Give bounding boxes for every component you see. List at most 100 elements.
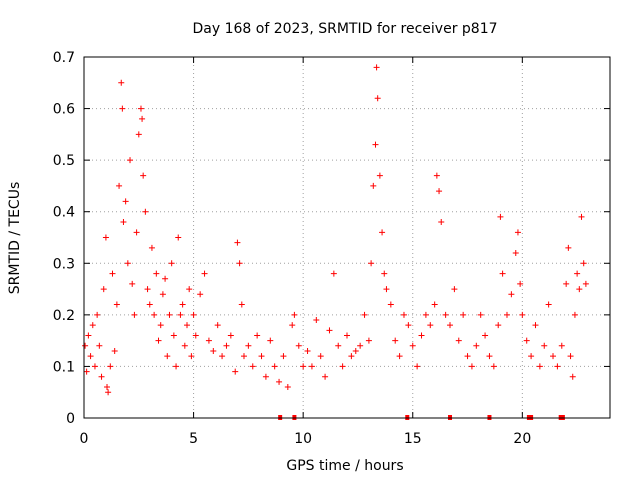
y-tick-label: 0 — [66, 411, 75, 427]
data-point — [554, 363, 561, 370]
data-point — [361, 311, 368, 318]
data-point — [339, 363, 346, 370]
data-point — [181, 342, 188, 349]
data-point — [427, 322, 434, 329]
data-point — [330, 270, 337, 277]
data-point — [313, 317, 320, 324]
data-point — [486, 353, 493, 360]
y-tick-label: 0.4 — [53, 205, 75, 221]
data-point — [120, 219, 127, 226]
data-point — [96, 342, 103, 349]
data-point — [567, 353, 574, 360]
data-point — [352, 347, 359, 354]
data-point — [262, 373, 269, 380]
data-point — [460, 311, 467, 318]
data-point — [219, 353, 226, 360]
data-point — [304, 347, 311, 354]
chart-title: Day 168 of 2023, SRMTID for receiver p81… — [192, 21, 497, 37]
data-point — [536, 363, 543, 370]
data-point — [387, 301, 394, 308]
data-point — [405, 322, 412, 329]
data-point — [565, 244, 572, 251]
data-point — [107, 363, 114, 370]
data-point — [151, 311, 158, 318]
data-point — [146, 301, 153, 308]
data-point — [280, 353, 287, 360]
data-point — [503, 311, 510, 318]
data-point — [365, 337, 372, 344]
data-point — [236, 260, 243, 267]
data-point — [497, 213, 504, 220]
data-point — [210, 347, 217, 354]
data-point — [373, 64, 380, 71]
data-point — [578, 213, 585, 220]
data-point — [254, 332, 261, 339]
data-point — [519, 311, 526, 318]
data-point — [127, 157, 134, 164]
grid — [84, 57, 610, 418]
data-point — [271, 363, 278, 370]
data-point — [514, 229, 521, 236]
data-point — [105, 389, 112, 396]
data-point — [87, 353, 94, 360]
x-tick-label: 10 — [294, 431, 312, 447]
data-point — [414, 363, 421, 370]
data-point — [550, 353, 557, 360]
data-point — [227, 332, 234, 339]
data-point — [94, 311, 101, 318]
data-point — [477, 311, 484, 318]
data-point — [289, 322, 296, 329]
data-point — [276, 378, 283, 385]
data-point — [197, 291, 204, 298]
data-point — [528, 353, 535, 360]
data-point — [558, 342, 565, 349]
data-point — [175, 234, 182, 241]
data-point — [137, 105, 144, 112]
data-point — [258, 353, 265, 360]
data-point — [357, 342, 364, 349]
data-point — [517, 280, 524, 287]
data-point — [118, 79, 125, 86]
data-point — [317, 353, 324, 360]
data-point — [140, 172, 147, 179]
data-point — [580, 260, 587, 267]
y-tick-label: 0.5 — [53, 153, 75, 169]
data-point — [308, 363, 315, 370]
data-point — [436, 188, 443, 195]
data-point — [232, 368, 239, 375]
data-point — [98, 373, 105, 380]
data-point — [153, 270, 160, 277]
data-point — [102, 234, 109, 241]
data-point — [124, 260, 131, 267]
y-axis-label: SRMTID / TECUs — [7, 182, 23, 295]
data-point — [576, 286, 583, 293]
data-point — [83, 368, 90, 375]
data-point — [532, 322, 539, 329]
data-point — [431, 301, 438, 308]
data-point — [379, 229, 386, 236]
data-point — [376, 172, 383, 179]
x-axis-label: GPS time / hours — [286, 458, 403, 474]
data-point — [240, 353, 247, 360]
data-point — [335, 342, 342, 349]
data-point — [344, 332, 350, 339]
data-point — [184, 322, 191, 329]
data-point — [116, 182, 123, 189]
data-point — [100, 286, 107, 293]
data-point — [113, 301, 120, 308]
data-point — [348, 353, 355, 360]
data-point — [91, 363, 98, 370]
x-tick-label: 0 — [80, 431, 89, 447]
data-point — [442, 311, 449, 318]
data-point — [455, 337, 462, 344]
data-point — [179, 301, 186, 308]
data-point — [238, 301, 245, 308]
data-point — [111, 347, 118, 354]
data-point — [295, 342, 302, 349]
data-point — [473, 342, 480, 349]
data-point — [571, 311, 578, 318]
data-point — [234, 239, 241, 246]
data-point — [545, 301, 552, 308]
data-point — [142, 208, 149, 215]
